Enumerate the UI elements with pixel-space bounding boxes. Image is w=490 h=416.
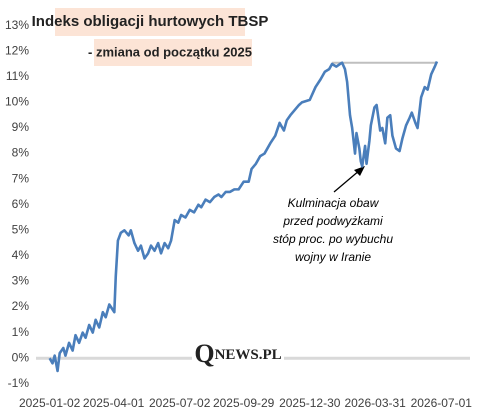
subtitle-box <box>94 39 252 66</box>
y-tick-label: 1% <box>12 325 30 339</box>
y-tick-label: 7% <box>12 171 30 185</box>
title-box <box>55 8 245 36</box>
annotation: Kulminacja obaw przed podwyżkami stóp pr… <box>5 18 472 410</box>
y-tick-label: 10% <box>5 95 29 109</box>
data-line <box>48 60 439 373</box>
x-tick-label: 2025-01-02 <box>19 396 81 410</box>
watermark-part: Q <box>194 339 214 368</box>
x-tick-label: 2025-09-29 <box>213 396 275 410</box>
x-tick-label: 2026-03-31 <box>344 396 406 410</box>
watermark-box <box>192 336 284 370</box>
watermark: QNEWS.PL <box>194 339 281 368</box>
y-tick-label: 8% <box>12 146 30 160</box>
annotation-line: przed podwyżkami <box>282 214 383 228</box>
y-tick-label: 9% <box>12 120 30 134</box>
annotation-arrow <box>333 169 361 193</box>
annotation-line: wojny w Iranie <box>295 250 371 264</box>
y-tick-label: 4% <box>12 248 30 262</box>
x-tick-label: 2025-07-02 <box>149 396 211 410</box>
y-tick-label: 11% <box>6 69 29 83</box>
y-tick-label: 5% <box>12 222 30 236</box>
y-tick-label: 12% <box>5 43 29 57</box>
y-tick-label: 6% <box>12 197 30 211</box>
y-tick-label: 13% <box>5 18 29 32</box>
y-tick-label: 2% <box>12 299 30 313</box>
y-tick-label: -1% <box>8 376 30 390</box>
annotation-line: Kulminacja obaw <box>288 196 380 210</box>
watermark-part: .PL <box>259 347 282 363</box>
watermark-part: NEWS <box>215 347 259 363</box>
x-tick-label: 2025-04-01 <box>83 396 145 410</box>
arrow-head <box>354 166 365 176</box>
y-tick-label: 0% <box>12 350 30 364</box>
y-tick-label: 3% <box>12 274 30 288</box>
chart-title: Indeks obligacji hurtowych TBSP <box>32 13 269 30</box>
chart-subtitle: - zmiana od początku 2025 <box>88 44 252 59</box>
x-tick-label: 2025-12-30 <box>279 396 341 410</box>
annotation-line: stóp proc. po wybuchu <box>273 232 393 246</box>
x-tick-label: 2026-07-01 <box>411 396 473 410</box>
